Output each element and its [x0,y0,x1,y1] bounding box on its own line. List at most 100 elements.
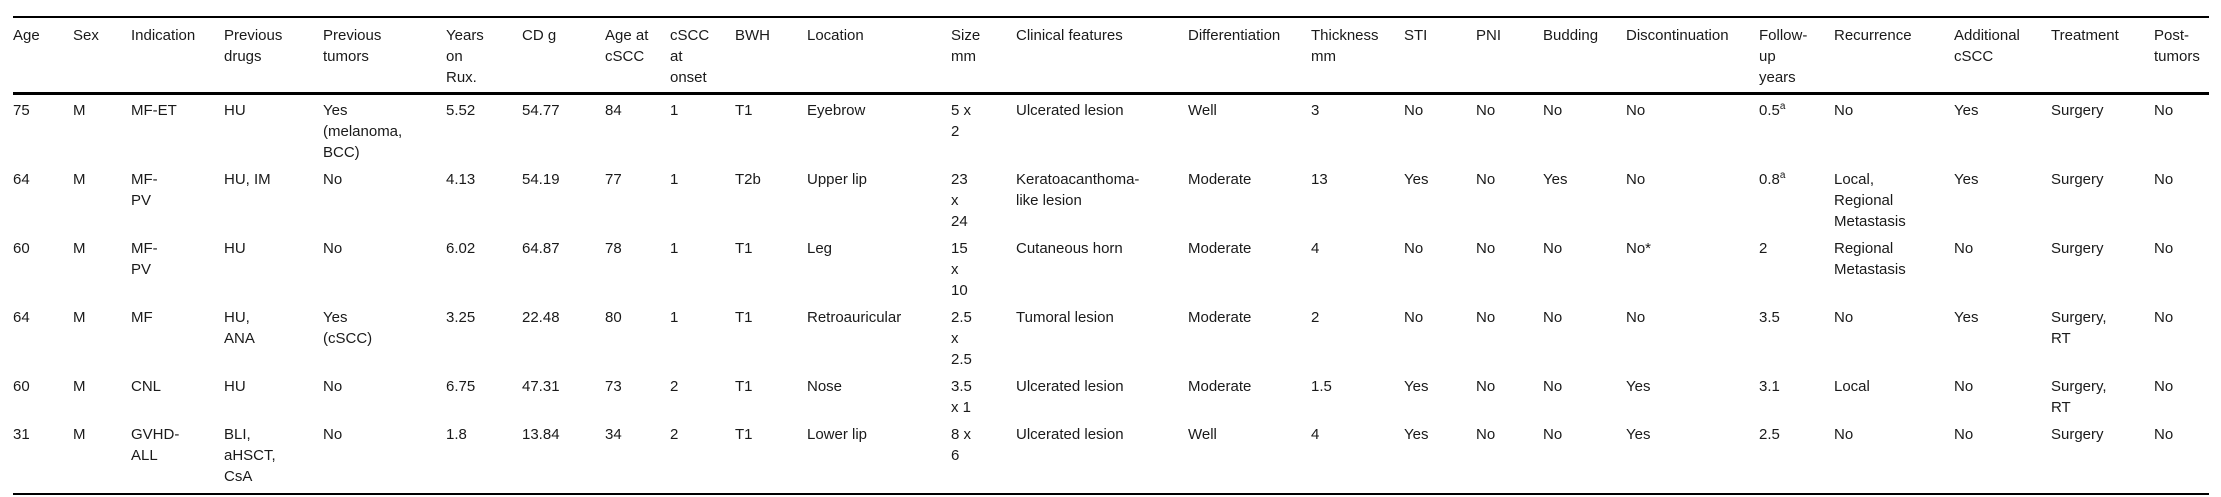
cell-follow_up_years: 0.5a [1759,101,1786,120]
cell-differentiation: Moderate [1188,171,1252,188]
cell-years_on_rux: 1.8 [446,426,467,443]
cell-budding: No [1543,426,1563,443]
cell-follow_up_years: 2 [1759,240,1768,257]
column-header-years_on_rux: Years on Rux. [446,17,522,95]
cell-budding: No [1543,240,1563,257]
table-row: 75 M MF-ET HU Yes (melanoma, BCC) 5.52 54.77 84… [13,94,2209,165]
column-header-thickness_mm: Thickness mm [1311,17,1404,95]
footnote-marker: a [1779,170,1786,181]
cell-cscc_at_onset: 1 [670,240,679,257]
cell-recurrence: No [1834,309,1854,326]
cell-budding: No [1543,378,1563,395]
column-header-follow_up_years: Follow- up years [1759,17,1834,95]
cell-cscc_at_onset: 1 [670,171,679,188]
cell-sti: Yes [1404,426,1429,443]
column-header-age_at_cscc: Age at cSCC [605,17,670,95]
column-header-additional_cscc: Additional cSCC [1954,17,2051,95]
cell-cscc_at_onset: 1 [670,309,679,326]
cell-recurrence: No [1834,102,1854,119]
cell-differentiation: Moderate [1188,378,1252,395]
cell-years_on_rux: 6.02 [446,240,476,257]
column-header-bwh: BWH [735,17,807,95]
cell-thickness_mm: 4 [1311,240,1320,257]
table-row: 60 M CNL HU No 6.75 47.31 73 2 T1 Nose 3.5 x 1 Ulcer… [13,371,2209,419]
cell-post_tumors: No [2154,426,2174,443]
cell-indication: GVHD- ALL [131,426,180,464]
cell-previous_tumors: No [323,240,343,257]
cell-additional_cscc: Yes [1954,171,1979,188]
cell-follow_up_years: 2.5 [1759,426,1780,443]
column-header-clinical_features: Clinical features [1016,17,1188,95]
cell-cd_g: 47.31 [522,378,560,395]
cell-bwh: T1 [735,240,753,257]
cell-budding: No [1543,309,1563,326]
table-row: 64 M MF- PV HU, IM No 4.13 54.19 77 1 T2b Upper li… [13,164,2209,233]
cell-sex: M [73,102,86,119]
column-header-previous_drugs: Previous drugs [224,17,323,95]
cell-discontinuation: Yes [1626,426,1651,443]
table-row: 64 M MF HU, ANA Yes (cSCC) 3.25 22.48 80 1 T1 Retr… [13,302,2209,371]
cell-budding: No [1543,102,1563,119]
column-header-treatment: Treatment [2051,17,2154,95]
cell-cd_g: 64.87 [522,240,560,257]
cell-sti: Yes [1404,378,1429,395]
cell-sex: M [73,426,86,443]
cell-sex: M [73,240,86,257]
cell-cscc_at_onset: 2 [670,426,679,443]
column-header-discontinuation: Discontinuation [1626,17,1759,95]
cell-post_tumors: No [2154,171,2174,188]
cell-years_on_rux: 5.52 [446,102,476,119]
table-header: Age Sex Indication Previous drugs Previous t… [13,17,2209,95]
cell-pni: No [1476,426,1496,443]
cell-age: 31 [13,426,30,443]
cell-treatment: Surgery [2051,171,2104,188]
cell-differentiation: Well [1188,102,1217,119]
cell-bwh: T1 [735,426,753,443]
cell-sex: M [73,171,86,188]
cell-discontinuation: No [1626,102,1646,119]
cell-location: Eyebrow [807,102,866,119]
cell-discontinuation: No* [1626,240,1652,257]
cell-bwh: T1 [735,378,753,395]
cell-follow_up_years: 0.8a [1759,170,1786,189]
cell-previous_tumors: No [323,171,343,188]
cell-age_at_cscc: 80 [605,309,622,326]
patient-cscc-table: Age Sex Indication Previous drugs Previous t… [13,16,2209,495]
cell-post_tumors: No [2154,102,2174,119]
cell-treatment: Surgery, RT [2051,378,2107,416]
cell-clinical_features: Cutaneous horn [1016,240,1123,257]
cell-differentiation: Moderate [1188,309,1252,326]
column-header-recurrence: Recurrence [1834,17,1954,95]
cell-indication: MF [131,309,153,326]
cell-previous_drugs: HU [224,102,246,119]
cell-bwh: T2b [735,171,761,188]
cell-sti: No [1404,309,1424,326]
cell-age: 60 [13,240,30,257]
cell-indication: MF-ET [131,102,177,119]
column-header-cscc_at_onset: cSCC at onset [670,17,735,95]
cell-clinical_features: Ulcerated lesion [1016,426,1124,443]
cell-age: 64 [13,309,30,326]
cell-pni: No [1476,240,1496,257]
column-header-indication: Indication [131,17,224,95]
cell-thickness_mm: 1.5 [1311,378,1332,395]
cell-clinical_features: Ulcerated lesion [1016,102,1124,119]
cell-sex: M [73,309,86,326]
cell-clinical_features: Keratoacanthoma- like lesion [1016,171,1140,209]
cell-cd_g: 54.19 [522,171,560,188]
cell-location: Lower lip [807,426,868,443]
column-header-post_tumors: Post- tumors [2154,17,2209,95]
cell-additional_cscc: Yes [1954,309,1979,326]
table-row: 60 M MF- PV HU No 6.02 64.87 78 1 T1 Leg 15 x 10 Cut… [13,233,2209,302]
cell-follow_up_years: 3.5 [1759,309,1780,326]
column-header-pni: PNI [1476,17,1543,95]
cell-thickness_mm: 2 [1311,309,1320,326]
cell-additional_cscc: No [1954,240,1974,257]
cell-treatment: Surgery [2051,102,2104,119]
cell-sti: Yes [1404,171,1429,188]
cell-size_mm: 3.5 x 1 [951,378,972,416]
cell-pni: No [1476,171,1496,188]
cell-post_tumors: No [2154,378,2174,395]
cell-differentiation: Well [1188,426,1217,443]
cell-discontinuation: No [1626,309,1646,326]
